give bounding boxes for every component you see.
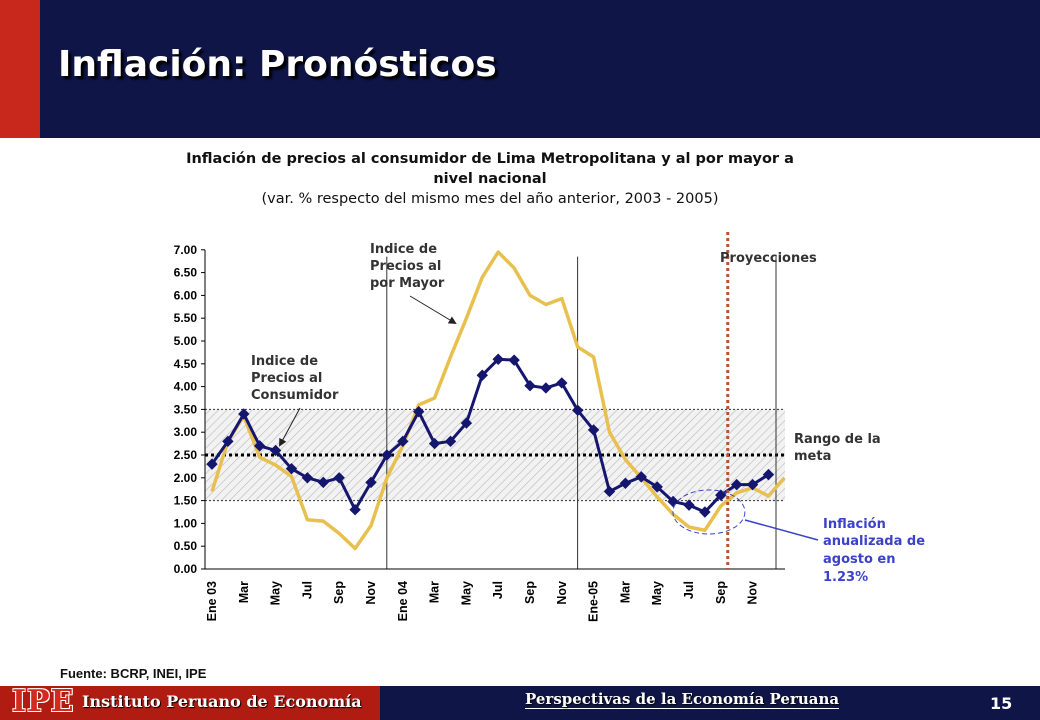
chart-title: Inflación de precios al consumidor de Li… (186, 151, 794, 187)
x-tick-label: Nov (555, 581, 569, 605)
cpi-data-point (397, 435, 409, 448)
y-tick-label: 5.00 (174, 334, 198, 348)
slide-title: Inflación: Pronósticos (58, 44, 497, 85)
cpi-data-point (238, 408, 250, 420)
cpi-data-point (571, 404, 584, 417)
x-tick-label: Ene 03 (205, 581, 219, 621)
y-tick-label: 7.00 (174, 243, 198, 257)
x-tick-label: Mar (428, 581, 442, 603)
cpi-data-point (699, 506, 711, 518)
x-tick-label: Jul (682, 581, 696, 599)
cpi-data-point (428, 437, 441, 450)
cpi-data-point (381, 449, 393, 461)
cpi-data-point (619, 477, 632, 489)
cpi-data-point (715, 489, 727, 501)
x-tick-label: May (269, 581, 283, 605)
cpi-data-point (524, 379, 536, 392)
cpi-data-point (540, 382, 552, 394)
cpi-data-point (206, 458, 218, 470)
x-tick-label: May (459, 581, 473, 605)
cpi-data-point (444, 435, 457, 448)
y-tick-label: 6.50 (174, 266, 198, 280)
x-tick-label: Nov (364, 581, 378, 605)
wpi-annotation: Indice de Precios al por Mayor (370, 242, 446, 291)
cpi-data-point (651, 481, 663, 493)
august-note-connector (744, 519, 819, 541)
y-tick-label: 5.50 (174, 311, 198, 325)
x-tick-label: Mar (618, 581, 632, 603)
y-tick-label: 3.50 (174, 402, 198, 416)
x-tick-label: Sep (523, 581, 537, 604)
cpi-data-point (603, 485, 616, 498)
y-tick-label: 1.00 (174, 516, 198, 530)
x-tick-label: Jul (491, 581, 505, 599)
projection-label: Proyecciones (720, 251, 817, 266)
x-tick-label: Sep (714, 581, 728, 604)
cpi-data-point (730, 478, 743, 491)
header-accent-stripe (0, 0, 40, 138)
cpi-data-point (460, 417, 473, 429)
y-tick-label: 4.50 (174, 357, 198, 371)
cpi-data-point (222, 435, 234, 448)
cpi-data-point (412, 405, 425, 418)
cpi-data-point (269, 444, 282, 457)
y-tick-label: 6.00 (174, 288, 198, 302)
cpi-annotation: Indice de Precios al Consumidor (251, 354, 339, 403)
series-line-wpi (210, 250, 786, 551)
cpi-data-point (333, 472, 345, 484)
x-tick-label: Ene-05 (587, 581, 601, 622)
footer-red-section (0, 686, 380, 720)
x-tick-label: Ene 04 (396, 581, 410, 621)
cpi-data-point (285, 462, 298, 475)
cpi-data-point (746, 478, 759, 491)
cpi-data-point (365, 476, 377, 489)
cpi-data-point (349, 504, 361, 516)
cpi-data-point (508, 354, 520, 366)
cpi-data-point (317, 476, 330, 489)
wpi-label-arrow (409, 295, 457, 325)
y-tick-label: 0.00 (174, 562, 198, 576)
y-tick-label: 1.50 (174, 494, 198, 508)
cpi-data-point (301, 472, 314, 484)
cpi-data-point (476, 369, 489, 381)
cpi-data-point (253, 440, 266, 452)
august-highlight-ellipse (672, 489, 746, 535)
x-tick-label: Sep (332, 581, 346, 604)
header-bar (0, 0, 1040, 138)
cpi-data-point (556, 377, 568, 389)
institute-name: Instituto Peruano de Economía (82, 692, 362, 711)
cpi-data-point (635, 471, 648, 483)
ipe-logo: IPE (12, 684, 75, 719)
source-note: Fuente: BCRP, INEI, IPE (60, 666, 207, 681)
y-tick-label: 2.00 (174, 471, 198, 485)
cpi-data-point (492, 353, 504, 365)
y-tick-label: 2.50 (174, 448, 198, 462)
cpi-data-point (587, 424, 600, 436)
cpi-label-arrow (279, 407, 301, 447)
cpi-data-point (762, 468, 775, 481)
y-tick-label: 3.00 (174, 425, 198, 439)
cpi-data-point (683, 499, 695, 511)
y-tick-label: 4.00 (174, 380, 198, 394)
chart-title-block: Inflación de precios al consumidor de Li… (180, 149, 800, 209)
y-tick-label: 0.50 (174, 539, 198, 553)
x-tick-label: Nov (746, 581, 760, 605)
chart-subtitle: (var. % respecto del mismo mes del año a… (261, 191, 719, 207)
footer-tagline: Perspectivas de la Economía Peruana (525, 690, 840, 709)
target-range-annotation: Rango de la meta (794, 432, 885, 464)
x-tick-label: May (650, 581, 664, 605)
x-tick-label: Mar (237, 581, 251, 603)
page-number: 15 (990, 694, 1013, 713)
x-tick-label: Jul (300, 581, 314, 599)
august-inflation-note: Inflación anualizada de agosto en 1.23% (823, 517, 930, 585)
